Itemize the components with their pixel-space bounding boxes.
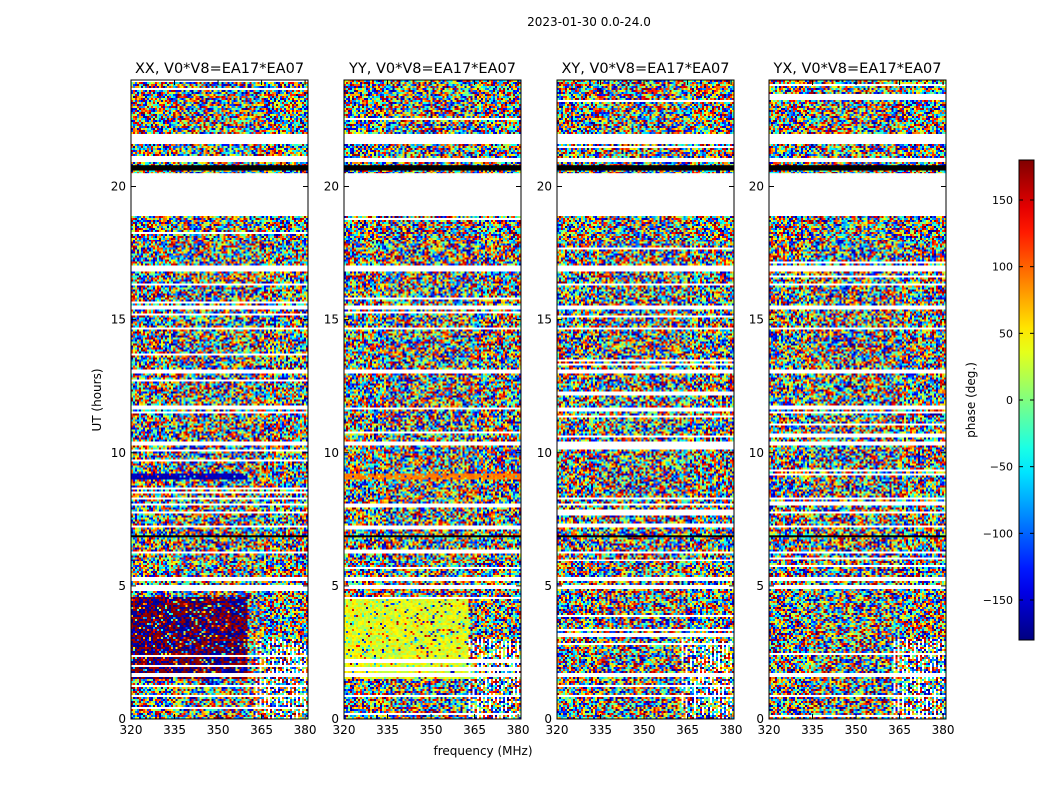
y-tick-label: 20 (111, 180, 126, 194)
panel-frame (768, 79, 947, 720)
y-tick-label: 0 (118, 712, 126, 726)
black-line (769, 535, 946, 538)
y-tick-label: 10 (111, 446, 126, 460)
colorbar-tick-label: −50 (990, 461, 1013, 474)
colorbar-tick-label: 150 (992, 194, 1013, 207)
black-line (131, 535, 308, 538)
black-band (344, 165, 521, 171)
x-tick-label: 320 (758, 723, 781, 737)
panel-title: XX, V0*V8=EA17*EA07 (135, 61, 304, 77)
x-tick-label: 365 (888, 723, 911, 737)
panel-frame (343, 79, 522, 720)
panel-frame (130, 79, 309, 720)
black-band (769, 165, 946, 171)
y-tick-label: 15 (324, 313, 339, 327)
y-tick-label: 0 (544, 712, 552, 726)
panel-frame (556, 79, 735, 720)
colorbar: 150 100 50 0 −50 −100 −150 (983, 159, 1035, 641)
black-line (557, 535, 734, 538)
panel-1: XX, V0*V8=EA17*EA07 320 335 350 365 380 0 5 10 15… (111, 61, 317, 737)
y-tick-label: 15 (749, 313, 764, 327)
colorbar-label: phase (deg.) (964, 362, 978, 438)
panel-3: XY, V0*V8=EA17*EA07 320 335 350 365 380 0 5 10 15… (537, 61, 743, 737)
x-tick-label: 350 (633, 723, 656, 737)
x-tick-label: 350 (420, 723, 443, 737)
x-tick-label: 320 (120, 723, 143, 737)
y-tick-label: 5 (544, 579, 552, 593)
colorbar-tick-label: 50 (999, 327, 1013, 340)
x-tick-label: 335 (376, 723, 399, 737)
black-band (557, 165, 734, 171)
panel-2: YY, V0*V8=EA17*EA07 320 335 350 365 380 0 5 10 15… (324, 61, 530, 737)
y-tick-label: 5 (756, 579, 764, 593)
x-tick-label: 335 (801, 723, 824, 737)
y-tick-label: 10 (324, 446, 339, 460)
panel-title: YX, V0*V8=EA17*EA07 (772, 61, 941, 77)
x-tick-label: 320 (546, 723, 569, 737)
flagged-gap (557, 173, 734, 216)
y-tick-label: 0 (331, 712, 339, 726)
y-tick-label: 5 (118, 579, 126, 593)
y-tick-label: 20 (749, 180, 764, 194)
x-tick-label: 350 (845, 723, 868, 737)
x-tick-label: 320 (333, 723, 356, 737)
x-tick-label: 380 (507, 723, 530, 737)
y-tick-label: 15 (111, 313, 126, 327)
y-tick-label: 20 (324, 180, 339, 194)
x-tick-label: 380 (932, 723, 955, 737)
black-line (344, 535, 521, 538)
y-axis-label: UT (hours) (90, 368, 104, 431)
black-band (131, 165, 308, 171)
y-tick-label: 0 (756, 712, 764, 726)
x-tick-label: 380 (720, 723, 743, 737)
figure-suptitle: 2023-01-30 0.0-24.0 (527, 15, 651, 29)
flagged-gap (131, 173, 308, 216)
x-axis-label: frequency (MHz) (433, 744, 532, 758)
colorbar-tick-label: 100 (992, 261, 1013, 274)
x-tick-label: 365 (250, 723, 273, 737)
y-tick-label: 20 (537, 180, 552, 194)
panel-title: XY, V0*V8=EA17*EA07 (561, 61, 729, 77)
x-tick-label: 335 (163, 723, 186, 737)
y-tick-label: 10 (749, 446, 764, 460)
flagged-gap (769, 173, 946, 216)
colorbar-tick-label: −100 (983, 527, 1013, 540)
y-tick-label: 5 (331, 579, 339, 593)
colorbar-tick-label: −150 (983, 594, 1013, 607)
panels-group: XX, V0*V8=EA17*EA07 320 335 350 365 380 0 5 10 15… (111, 61, 955, 737)
x-tick-label: 350 (207, 723, 230, 737)
x-tick-label: 335 (589, 723, 612, 737)
colorbar-tick-label: 0 (1006, 394, 1013, 407)
y-tick-label: 10 (537, 446, 552, 460)
x-tick-label: 365 (676, 723, 699, 737)
panel-4: YX, V0*V8=EA17*EA07 320 335 350 365 380 0 5 10 15… (749, 61, 955, 737)
panel-title: YY, V0*V8=EA17*EA07 (348, 61, 516, 77)
y-tick-label: 15 (537, 313, 552, 327)
x-tick-label: 365 (463, 723, 486, 737)
flagged-gap (344, 173, 521, 216)
x-tick-label: 380 (294, 723, 317, 737)
